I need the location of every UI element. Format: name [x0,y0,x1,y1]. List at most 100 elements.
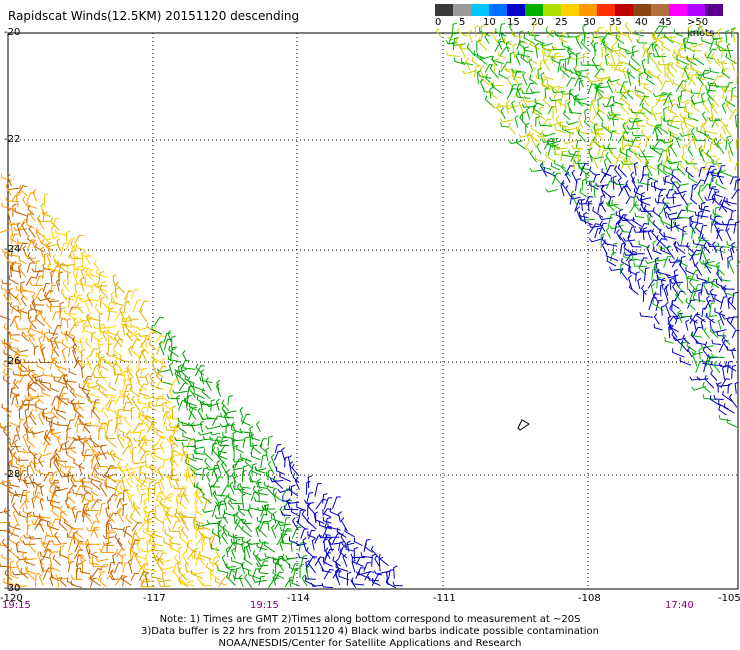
wind-barb [186,453,197,462]
wind-barb [98,419,109,425]
wind-barb [676,256,688,267]
wind-barb [232,458,244,463]
wind-barb [620,94,631,107]
wind-barb [721,48,727,59]
wind-barb [641,102,653,115]
wind-barb [121,553,127,567]
wind-barb [296,518,307,530]
wind-barb [76,243,85,251]
wind-barb [69,524,84,530]
wind-barb [62,279,70,292]
wind-barb [240,453,252,463]
wind-barb [726,198,737,205]
wind-barb [727,382,733,394]
wind-barb [672,336,687,341]
wind-barb [570,56,587,61]
wind-barb [64,440,70,455]
wind-barb [637,142,645,156]
wind-barb [69,254,83,260]
wind-barb [232,431,237,446]
wind-barb [96,269,107,278]
wind-barb [199,420,204,433]
wind-barb [617,214,628,225]
wind-barb [618,48,627,59]
wind-barb [145,527,157,533]
wind-barb [154,367,165,378]
wind-barb [654,256,660,269]
wind-barb [219,444,230,455]
wind-barb [94,512,101,524]
wind-barb [131,395,140,411]
wind-barb [726,346,737,351]
wind-barb [608,78,620,83]
wind-barb [731,347,736,359]
legend-label: 35 [609,17,622,28]
wind-barb [484,63,494,73]
wind-barb [241,493,246,509]
wind-barb [178,382,189,392]
wind-barb [509,51,515,64]
wind-barb [154,451,165,461]
wind-barb [18,399,30,412]
wind-barb [625,250,637,262]
wind-barb [661,197,672,212]
wind-barb [624,21,634,36]
wind-barb [206,519,221,525]
wind-barb [143,516,156,524]
wind-barb [10,265,22,273]
wind-barb [235,444,244,454]
wind-barb [123,525,131,538]
wind-barb [45,303,61,308]
wind-barb [19,364,24,378]
wind-barb [195,528,201,539]
wind-barb [371,553,377,567]
wind-barb [466,43,476,57]
wind-barb [13,316,19,328]
wind-barb [266,506,275,517]
wind-barb [153,481,160,496]
wind-barb [618,232,627,246]
wind-barb [81,386,91,400]
wind-barb [184,562,189,574]
wind-barb [169,543,180,553]
wind-barb [690,89,701,94]
wind-barb [10,235,20,245]
wind-barb [641,58,646,72]
wind-barb [226,572,236,586]
wind-barb [200,538,206,553]
wind-barb [156,429,165,440]
wind-barb [221,404,229,419]
wind-barb [185,396,190,411]
wind-barb [197,551,205,566]
wind-barb [301,510,310,524]
wind-barb [659,283,665,297]
wind-barb [711,352,725,359]
wind-barb [90,487,99,497]
wind-barb [284,456,290,468]
wind-barb [500,32,506,44]
wind-barb [216,459,222,474]
wind-barb [643,267,650,281]
wind-barb [686,341,697,353]
wind-barb [672,79,681,87]
wind-barb [719,132,729,143]
wind-barb [525,122,530,134]
wind-barb [558,98,568,108]
wind-barb [66,271,72,286]
wind-barb [461,70,478,75]
wind-barb [36,361,45,371]
wind-barb [54,531,61,544]
wind-barb [725,96,736,108]
wind-barb [165,425,179,432]
wind-barb [120,574,132,586]
wind-barb [227,568,236,580]
wind-barb [116,433,124,449]
wind-barb [205,425,221,430]
wind-barb [107,400,116,412]
wind-barb [516,41,525,50]
wind-barb [113,562,123,574]
wind-barb [644,159,651,171]
wind-barb [707,95,714,108]
wind-barb [676,55,689,66]
wind-barb [67,552,73,565]
